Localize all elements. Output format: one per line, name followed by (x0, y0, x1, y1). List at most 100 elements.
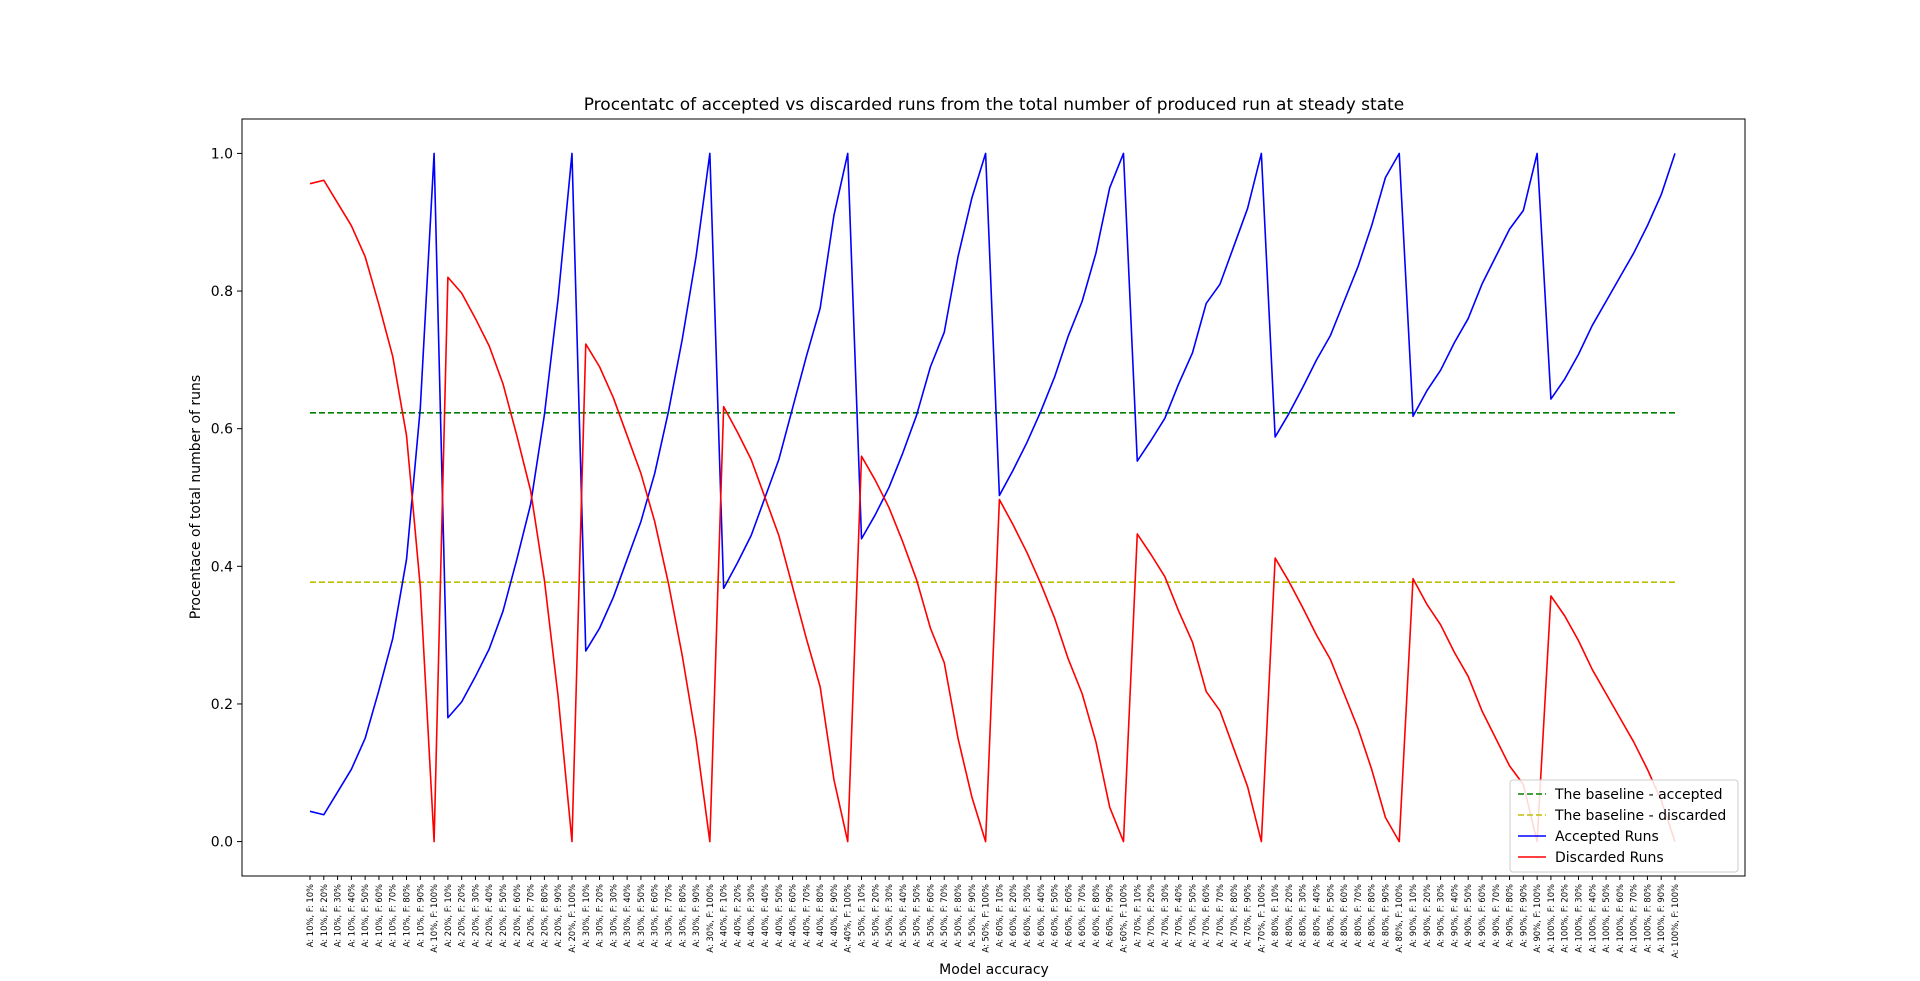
x-tick-label: A: 60%, F: 90% (1105, 884, 1115, 947)
x-tick-label: A: 50%, F: 100% (981, 884, 991, 953)
y-tick-label: 0.0 (211, 835, 233, 851)
x-tick-label: A: 70%, F: 60% (1201, 884, 1211, 947)
x-tick-label: A: 40%, F: 20% (732, 884, 742, 947)
x-tick-label: A: 50%, F: 20% (870, 884, 880, 947)
x-tick-label: A: 40%, F: 30% (746, 884, 756, 947)
x-tick-label: A: 70%, F: 70% (1215, 884, 1225, 947)
x-tick-label: A: 100%, F: 70% (1629, 884, 1639, 953)
y-tick-label: 0.8 (211, 284, 233, 300)
x-tick-label: A: 20%, F: 90% (553, 884, 563, 947)
x-tick-label: A: 60%, F: 40% (1036, 884, 1046, 947)
x-tick-label: A: 100%, F: 90% (1656, 884, 1666, 953)
legend-label: Discarded Runs (1555, 850, 1664, 866)
legend-label: Accepted Runs (1555, 829, 1659, 845)
x-tick-label: A: 40%, F: 60% (788, 884, 798, 947)
legend-label: The baseline - accepted (1554, 787, 1723, 803)
x-tick-label: A: 70%, F: 20% (1146, 884, 1156, 947)
x-tick-label: A: 80%, F: 50% (1325, 884, 1335, 947)
x-tick-label: A: 20%, F: 20% (457, 884, 467, 947)
x-tick-label: A: 70%, F: 100% (1256, 884, 1266, 953)
x-tick-label: A: 30%, F: 100% (705, 884, 715, 953)
x-tick-label: A: 10%, F: 70% (388, 884, 398, 947)
x-tick-label: A: 90%, F: 60% (1477, 884, 1487, 947)
x-tick-label: A: 30%, F: 40% (622, 884, 632, 947)
x-tick-label: A: 40%, F: 100% (843, 884, 853, 953)
series-line-discarded-runs (309, 179, 1676, 843)
x-tick-label: A: 70%, F: 50% (1187, 884, 1197, 947)
x-tick-label: A: 60%, F: 70% (1077, 884, 1087, 947)
x-tick-label: A: 70%, F: 40% (1174, 884, 1184, 947)
x-axis-ticks: A: 10%, F: 10% A: 10%, F: 20% A: 10%, F: 3… (305, 876, 1680, 958)
x-tick-label: A: 90%, F: 90% (1518, 884, 1528, 947)
x-tick-label: A: 80%, F: 70% (1353, 884, 1363, 947)
x-tick-label: A: 10%, F: 100% (429, 884, 439, 953)
x-tick-label: A: 100%, F: 50% (1601, 884, 1611, 953)
x-tick-label: A: 20%, F: 30% (470, 884, 480, 947)
x-tick-label: A: 60%, F: 20% (1008, 884, 1018, 947)
x-tick-label: A: 20%, F: 40% (484, 884, 494, 947)
x-tick-label: A: 10%, F: 90% (415, 884, 425, 947)
x-tick-label: A: 40%, F: 50% (774, 884, 784, 947)
x-tick-label: A: 60%, F: 100% (1118, 884, 1128, 953)
chart-title: Procentatc of accepted vs discarded runs… (584, 95, 1405, 115)
x-tick-label: A: 100%, F: 60% (1615, 884, 1625, 953)
x-tick-label: A: 30%, F: 70% (663, 884, 673, 947)
x-tick-label: A: 60%, F: 80% (1091, 884, 1101, 947)
x-tick-label: A: 20%, F: 70% (526, 884, 536, 947)
x-tick-label: A: 50%, F: 80% (953, 884, 963, 947)
x-tick-label: A: 80%, F: 10% (1270, 884, 1280, 947)
x-tick-label: A: 20%, F: 10% (443, 884, 453, 947)
x-tick-label: A: 70%, F: 10% (1132, 884, 1142, 947)
x-tick-label: A: 20%, F: 80% (539, 884, 549, 947)
x-tick-label: A: 100%, F: 20% (1560, 884, 1570, 953)
plot-lines (309, 152, 1676, 843)
x-tick-label: A: 90%, F: 80% (1505, 884, 1515, 947)
x-tick-label: A: 100%, F: 80% (1642, 884, 1652, 953)
x-tick-label: A: 70%, F: 30% (1160, 884, 1170, 947)
x-tick-label: A: 80%, F: 30% (1298, 884, 1308, 947)
x-tick-label: A: 30%, F: 60% (650, 884, 660, 947)
x-tick-label: A: 100%, F: 30% (1573, 884, 1583, 953)
x-tick-label: A: 40%, F: 90% (829, 884, 839, 947)
x-tick-label: A: 60%, F: 10% (994, 884, 1004, 947)
x-tick-label: A: 90%, F: 100% (1532, 884, 1542, 953)
x-tick-label: A: 10%, F: 10% (305, 884, 315, 947)
x-tick-label: A: 70%, F: 80% (1229, 884, 1239, 947)
y-axis-label: Procentace of total number of runs (188, 375, 204, 619)
y-axis-ticks: 0.0 0.2 0.4 0.6 0.8 1.0 (211, 146, 242, 851)
x-axis-label: Model accuracy (939, 962, 1049, 977)
x-tick-label: A: 50%, F: 60% (925, 884, 935, 947)
chart-legend: The baseline - accepted The baseline - di… (1509, 779, 1739, 873)
x-tick-label: A: 80%, F: 20% (1284, 884, 1294, 947)
series-line-accepted-runs (309, 152, 1676, 816)
x-tick-label: A: 10%, F: 40% (346, 884, 356, 947)
x-tick-label: A: 30%, F: 10% (581, 884, 591, 947)
x-tick-label: A: 10%, F: 50% (360, 884, 370, 947)
x-tick-label: A: 60%, F: 30% (1022, 884, 1032, 947)
x-tick-label: A: 50%, F: 30% (884, 884, 894, 947)
x-tick-label: A: 30%, F: 90% (691, 884, 701, 947)
x-tick-label: A: 100%, F: 100% (1670, 884, 1680, 958)
x-tick-label: A: 90%, F: 50% (1463, 884, 1473, 947)
x-tick-label: A: 90%, F: 30% (1436, 884, 1446, 947)
legend-box (1509, 779, 1739, 873)
x-tick-label: A: 90%, F: 10% (1408, 884, 1418, 947)
y-tick-label: 0.6 (211, 422, 233, 438)
x-tick-label: A: 10%, F: 80% (402, 884, 412, 947)
x-tick-label: A: 40%, F: 10% (719, 884, 729, 947)
x-tick-label: A: 90%, F: 20% (1422, 884, 1432, 947)
x-tick-label: A: 30%, F: 20% (595, 884, 605, 947)
x-tick-label: A: 80%, F: 60% (1339, 884, 1349, 947)
legend-label: The baseline - discarded (1554, 808, 1726, 824)
x-tick-label: A: 80%, F: 40% (1312, 884, 1322, 947)
plot-frame (241, 118, 1746, 877)
x-tick-label: A: 100%, F: 10% (1546, 884, 1556, 953)
y-tick-label: 1.0 (211, 146, 233, 162)
x-tick-label: A: 80%, F: 90% (1380, 884, 1390, 947)
x-tick-label: A: 50%, F: 50% (912, 884, 922, 947)
x-tick-label: A: 50%, F: 10% (857, 884, 867, 947)
x-tick-label: A: 20%, F: 50% (498, 884, 508, 947)
x-tick-label: A: 10%, F: 20% (319, 884, 329, 947)
x-tick-label: A: 80%, F: 80% (1367, 884, 1377, 947)
